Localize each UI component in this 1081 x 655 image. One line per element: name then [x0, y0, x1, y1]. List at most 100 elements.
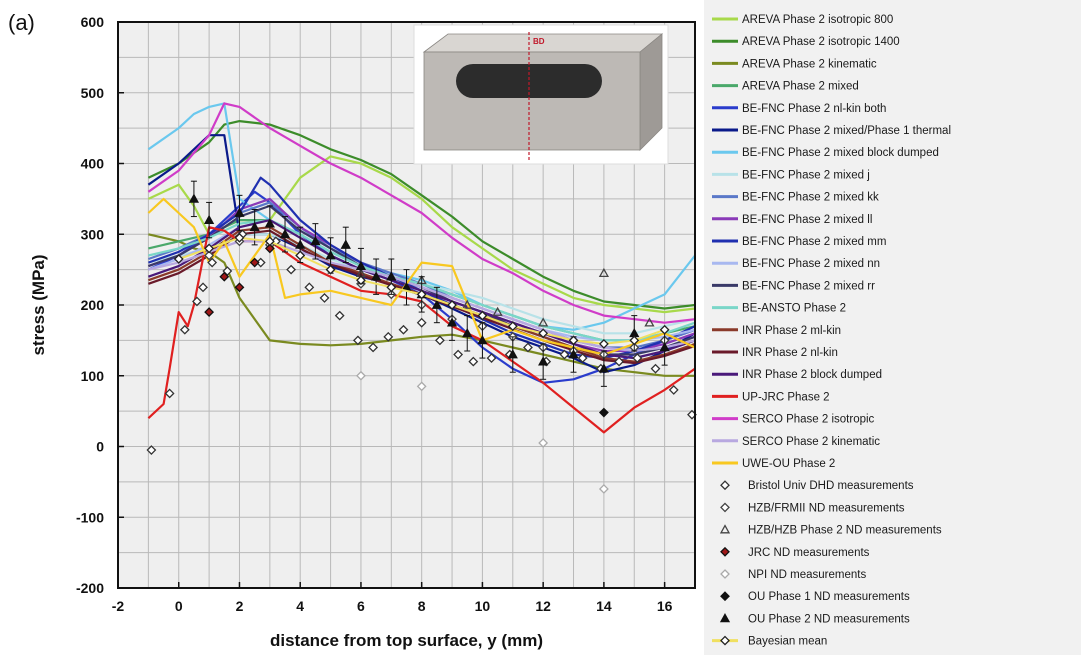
data-point	[446, 317, 458, 327]
data-point	[164, 388, 175, 399]
data-point	[334, 310, 345, 321]
legend-label: AREVA Phase 2 isotropic 800	[742, 14, 893, 26]
data-point	[319, 293, 330, 303]
data-point	[204, 243, 215, 254]
data-point	[192, 296, 202, 307]
legend-label: AREVA Phase 2 isotropic 1400	[742, 36, 900, 48]
data-point	[179, 324, 190, 335]
data-point	[477, 335, 488, 345]
data-point	[295, 239, 306, 249]
inset-bd-label: BD	[533, 37, 545, 46]
y-tick-label: 0	[96, 439, 104, 455]
legend-label: HZB/HZB Phase 2 ND measurements	[748, 525, 942, 537]
legend-marker	[719, 524, 731, 534]
data-point	[249, 221, 260, 232]
data-point	[650, 363, 661, 374]
data-point	[234, 232, 245, 243]
y-tick-label: 200	[81, 297, 105, 313]
data-point	[355, 260, 367, 270]
legend-label: BE-FNC Phase 2 mixed nn	[742, 258, 880, 270]
data-point	[477, 310, 488, 321]
data-point	[204, 250, 215, 261]
legend-label: BE-FNC Phase 2 mixed/Phase 1 thermal	[742, 125, 951, 137]
series-line	[147, 226, 696, 434]
legend-label: BE-ANSTO Phase 2	[742, 303, 846, 315]
data-point	[614, 356, 624, 367]
legend-label: INR Phase 2 block dumped	[742, 369, 882, 381]
data-point	[538, 438, 549, 448]
data-point	[568, 349, 579, 359]
x-tick-label: 16	[657, 598, 673, 614]
data-point	[264, 243, 275, 254]
data-point	[629, 335, 640, 346]
data-point	[434, 335, 445, 346]
legend-label: SERCO Phase 2 kinematic	[742, 436, 880, 448]
legend-marker	[720, 569, 730, 579]
data-point	[447, 300, 457, 310]
x-tick-label: 14	[596, 598, 612, 614]
legend-label: OU Phase 2 ND measurements	[748, 613, 910, 625]
data-point	[507, 321, 518, 332]
data-point	[538, 317, 549, 327]
data-point	[416, 289, 427, 300]
data-point	[356, 370, 366, 381]
legend-label: INR Phase 2 nl-kin	[742, 347, 838, 359]
data-point	[559, 349, 570, 360]
data-point	[279, 228, 291, 239]
panel-label: (a)	[8, 10, 35, 35]
data-point	[198, 282, 208, 293]
data-point	[492, 306, 503, 316]
data-point	[416, 317, 427, 328]
x-tick-label: 10	[475, 598, 491, 614]
y-tick-label: 500	[81, 85, 105, 101]
axes: -2 0 2 4 6 8 10 12 14 16 -200 -100 0 100 200 300 400 500 6…	[76, 14, 696, 614]
x-tick-label: -2	[112, 598, 125, 614]
data-point	[386, 271, 397, 281]
data-point	[598, 338, 609, 349]
data-point	[632, 353, 643, 363]
legend-label: BE-FNC Phase 2 nl-kin both	[742, 103, 886, 115]
y-tick-label: 600	[81, 14, 105, 30]
legend-marker	[720, 635, 730, 646]
data-point	[173, 254, 184, 264]
data-point	[507, 349, 518, 359]
legend-background	[704, 0, 1081, 655]
legend-label: INR Phase 2 ml-kin	[742, 325, 841, 337]
data-point	[386, 282, 397, 293]
data-point	[352, 335, 363, 346]
data-point	[468, 356, 479, 367]
y-tick-label: 100	[81, 368, 105, 384]
data-point	[219, 271, 230, 282]
legend-label: HZB/FRMII ND measurements	[748, 502, 905, 514]
y-tick-label: -200	[76, 580, 104, 596]
data-point	[207, 257, 218, 268]
y-tick-label: -100	[76, 509, 104, 525]
y-tick-label: 300	[81, 226, 105, 242]
data-point	[668, 384, 679, 395]
data-point	[340, 239, 351, 249]
legend-marker	[719, 613, 731, 623]
data-point	[659, 342, 670, 352]
data-point	[310, 235, 321, 246]
data-point	[325, 264, 336, 275]
legend-label: BE-FNC Phase 2 mixed mm	[742, 236, 886, 248]
data-point	[204, 307, 215, 317]
data-point	[659, 324, 670, 335]
y-axis-title: stress (MPa)	[29, 254, 48, 355]
data-point	[538, 328, 549, 339]
inset-image: BD	[413, 24, 669, 165]
data-point	[286, 264, 297, 275]
x-axis-title: distance from top surface, y (mm)	[270, 631, 543, 650]
data-point	[188, 193, 200, 203]
data-point	[325, 250, 336, 260]
series-layer	[146, 102, 697, 494]
x-tick-label: 2	[236, 598, 244, 614]
legend-label: NPI ND measurements	[748, 569, 866, 581]
legend-label: BE-FNC Phase 2 mixed j	[742, 169, 870, 181]
data-point	[368, 342, 379, 353]
legend-label: AREVA Phase 2 mixed	[742, 81, 859, 93]
data-point	[295, 250, 306, 261]
data-point	[598, 407, 609, 418]
data-point	[371, 271, 382, 281]
